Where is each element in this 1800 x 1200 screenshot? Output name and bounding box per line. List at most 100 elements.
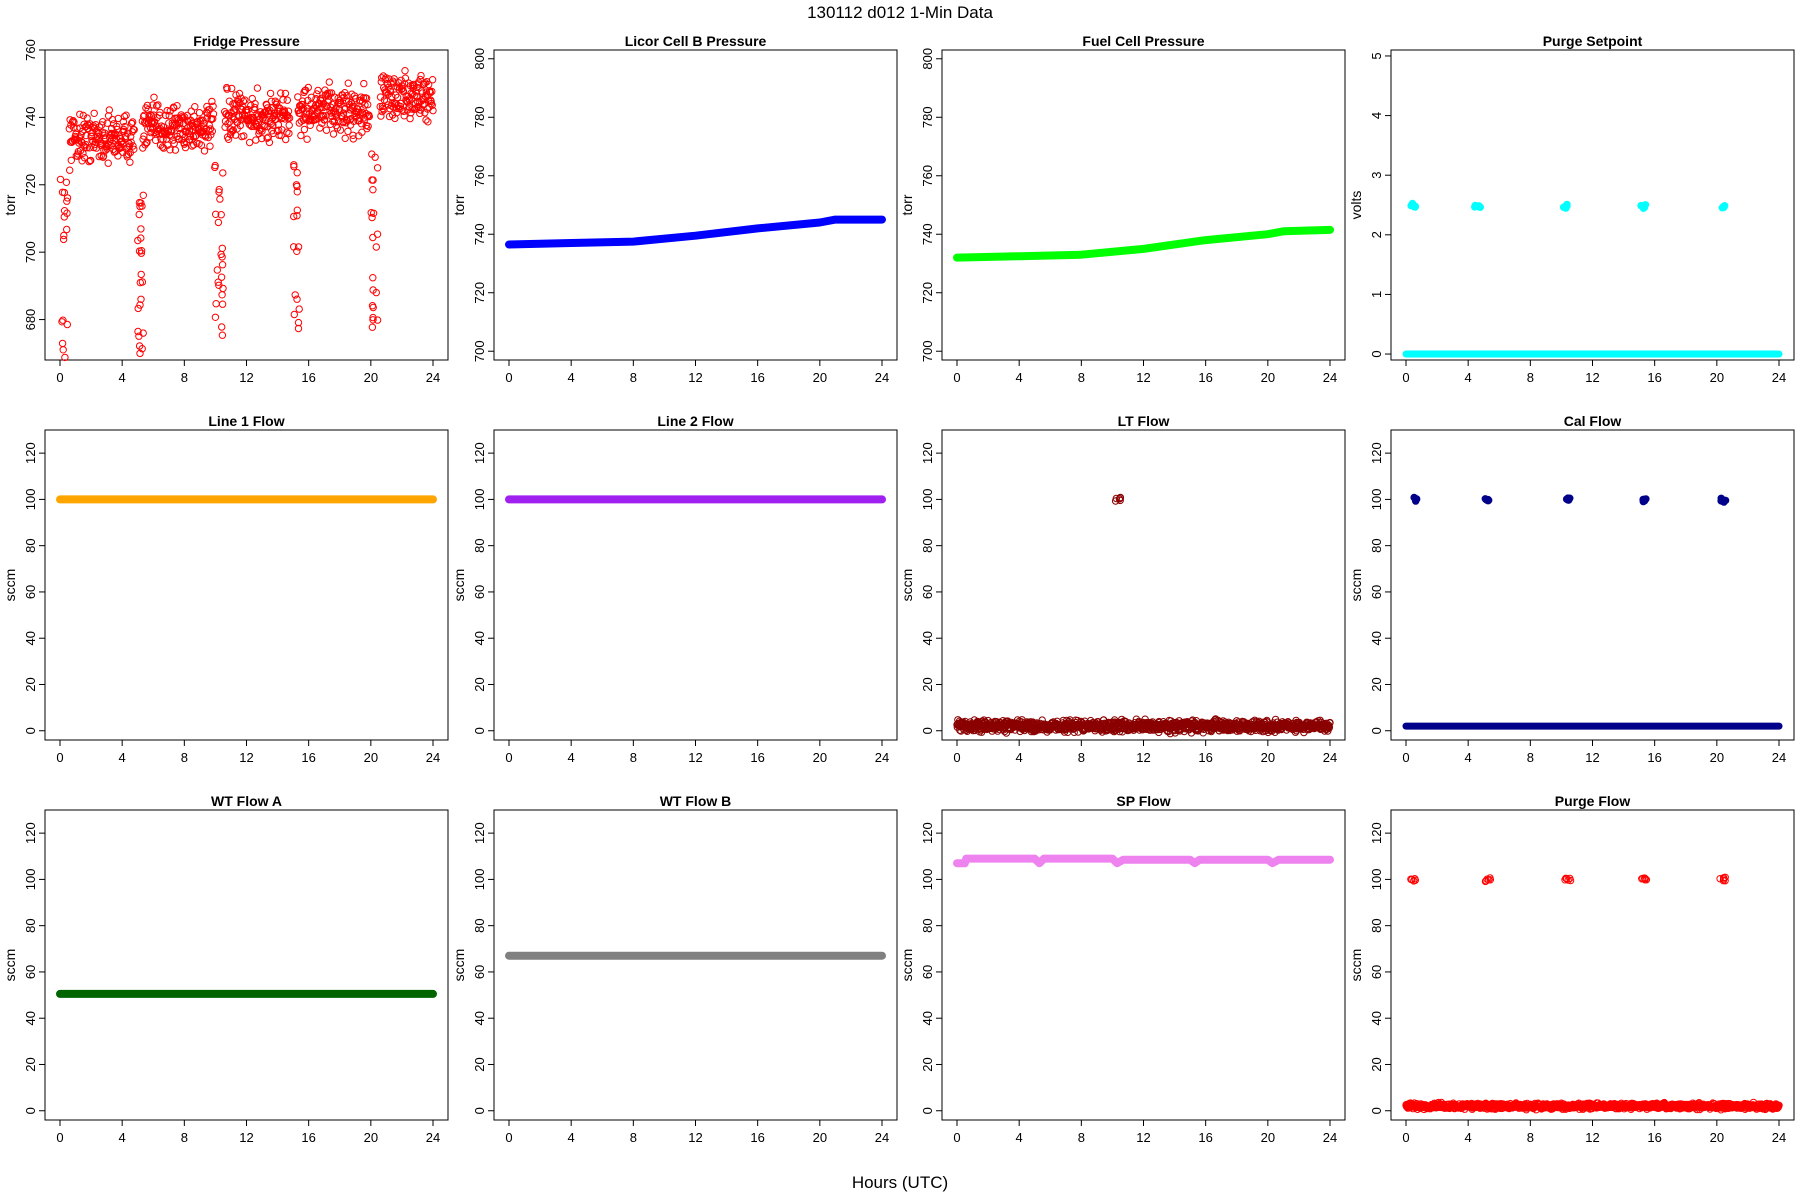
dip-point xyxy=(212,210,220,219)
data-point xyxy=(325,78,333,86)
dip-point xyxy=(290,212,298,221)
x-tick-label: 20 xyxy=(1710,370,1724,385)
y-axis-label: sccm xyxy=(2,949,18,982)
y-tick-label: 4 xyxy=(1369,112,1384,119)
x-tick-label: 12 xyxy=(239,370,253,385)
y-tick-label: 40 xyxy=(920,1011,935,1025)
panel-cal-flow: Cal Flow sccm 0 20 40 60 80 100 120 0 4 8 12 16 20 24 xyxy=(1348,413,1795,765)
dip-point xyxy=(290,243,298,251)
x-tick-label: 8 xyxy=(630,370,637,385)
dip-point xyxy=(293,169,301,177)
dip-point xyxy=(294,318,303,327)
y-tick-label: 20 xyxy=(472,677,487,691)
dip-point xyxy=(136,202,144,211)
data-point xyxy=(126,158,134,166)
data-point xyxy=(388,93,396,101)
data-point xyxy=(141,141,149,149)
dip-point xyxy=(135,342,144,350)
y-tick-label: 680 xyxy=(23,309,38,331)
data-point xyxy=(207,131,215,139)
baseline-point xyxy=(1775,1101,1783,1110)
y-tick-label: 120 xyxy=(1369,442,1384,464)
y-tick-label: 720 xyxy=(920,282,935,304)
x-tick-label: 20 xyxy=(813,370,827,385)
data-layer xyxy=(1402,199,1783,358)
panel-fuel-cell-pressure: Fuel Cell Pressure torr 700 720 740 760 780 800… xyxy=(899,33,1346,385)
dip-point xyxy=(294,324,303,333)
x-tick-label: 4 xyxy=(1016,750,1023,765)
y-tick-label: 120 xyxy=(23,442,38,464)
x-tick-label: 20 xyxy=(813,750,827,765)
panel-title: WT Flow B xyxy=(660,793,732,809)
x-tick-label: 12 xyxy=(1136,370,1150,385)
data-point xyxy=(319,103,327,112)
spike-point xyxy=(1639,874,1647,883)
spike-point xyxy=(1719,875,1728,883)
data-point xyxy=(361,101,369,109)
x-tick-label: 24 xyxy=(426,750,440,765)
data-point xyxy=(199,116,207,125)
data-point xyxy=(190,112,198,121)
data-point xyxy=(283,96,291,104)
dip-point xyxy=(372,243,380,251)
y-tick-label: 60 xyxy=(1369,965,1384,979)
dip-point xyxy=(293,188,301,196)
data-point xyxy=(426,89,434,97)
data-point xyxy=(245,138,254,147)
data-point xyxy=(422,88,431,96)
data-point xyxy=(300,125,309,134)
x-tick-label: 4 xyxy=(1465,750,1472,765)
data-point xyxy=(285,114,294,122)
data-point xyxy=(200,147,209,155)
x-tick-label: 4 xyxy=(1465,370,1472,385)
plot-frame xyxy=(1390,429,1795,741)
dip-point xyxy=(217,211,225,219)
dip-point xyxy=(369,274,377,282)
y-axis-label: sccm xyxy=(1348,949,1364,982)
data-point xyxy=(263,134,271,142)
dip-point xyxy=(137,199,145,207)
data-point xyxy=(127,132,135,141)
plot-frame xyxy=(44,429,449,741)
x-tick-label: 12 xyxy=(1585,1130,1599,1145)
y-tick-label: 0 xyxy=(1369,727,1384,734)
panel-lt-flow: LT Flow sccm 0 20 40 60 80 100 120 0 4 8 12 16 20 24 xyxy=(899,413,1346,765)
data-point xyxy=(129,118,137,126)
data-point xyxy=(151,118,159,126)
data-point xyxy=(130,126,138,134)
y-tick-label: 700 xyxy=(472,340,487,362)
spike-point xyxy=(1561,876,1569,884)
dip-point xyxy=(293,212,301,220)
spike-point xyxy=(1720,498,1728,506)
spike-point xyxy=(1407,201,1415,210)
y-tick-label: 760 xyxy=(920,165,935,187)
data-point xyxy=(365,112,373,121)
dip-point xyxy=(373,230,382,238)
x-tick-label: 4 xyxy=(1016,1130,1023,1145)
x-tick-label: 24 xyxy=(1323,1130,1337,1145)
data-point xyxy=(158,143,167,151)
spike-point xyxy=(1485,876,1493,884)
data-point xyxy=(209,110,218,118)
data-point xyxy=(119,118,128,126)
plot-frame xyxy=(44,809,449,1121)
data-point xyxy=(129,142,137,150)
data-point xyxy=(163,141,172,149)
y-axis-label: torr xyxy=(2,194,18,215)
data-point xyxy=(105,106,114,114)
dip-point xyxy=(62,178,71,187)
dip-point xyxy=(373,316,382,324)
y-tick-label: 740 xyxy=(472,223,487,245)
y-tick-label: 80 xyxy=(920,538,935,552)
data-point xyxy=(299,101,307,109)
y-tick-label: 60 xyxy=(23,965,38,979)
x-tick-label: 16 xyxy=(1647,370,1661,385)
x-tick-label: 8 xyxy=(1527,750,1534,765)
panel-title: LT Flow xyxy=(1118,413,1170,429)
x-tick-label: 24 xyxy=(1772,370,1786,385)
data-point xyxy=(127,138,135,146)
data-point xyxy=(364,122,372,131)
baseline-point xyxy=(1325,723,1334,731)
panel-line-2-flow: Line 2 Flow sccm 0 20 40 60 80 100 120 0 4 8 12 16 20 2… xyxy=(451,413,898,765)
x-tick-label: 20 xyxy=(364,750,378,765)
